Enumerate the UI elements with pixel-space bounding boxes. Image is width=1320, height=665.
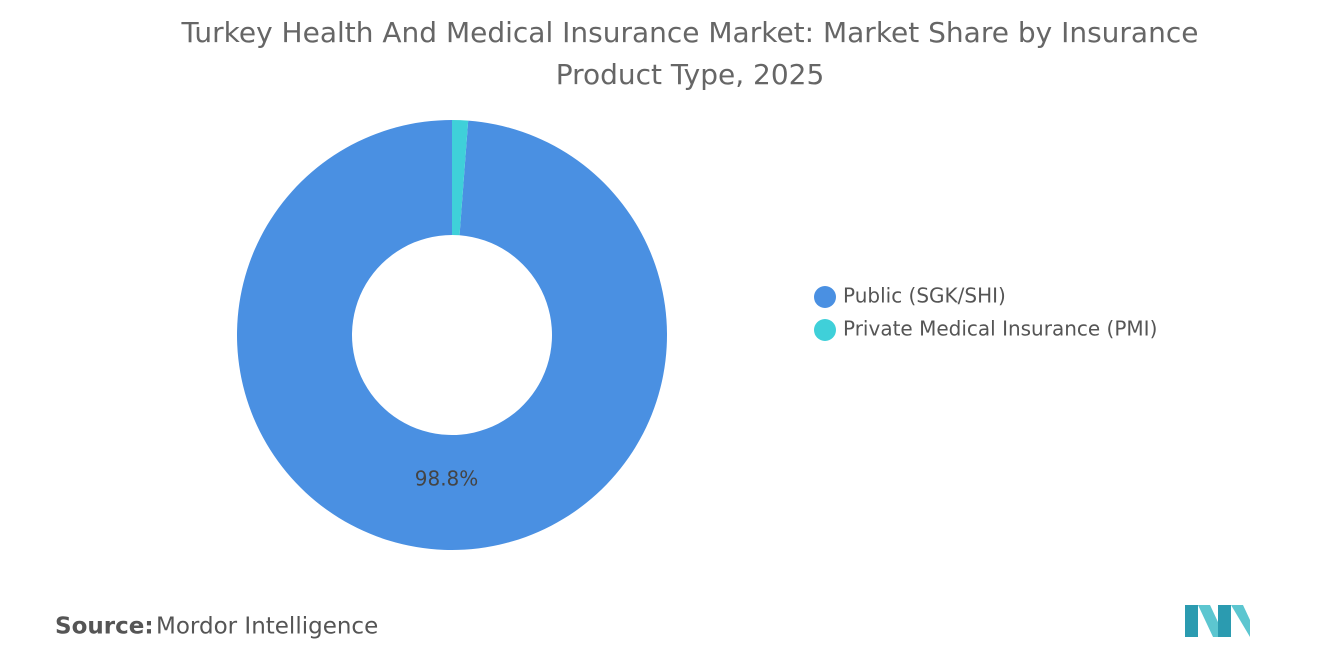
legend-label: Private Medical Insurance (PMI) (843, 317, 1157, 341)
chart-title: Turkey Health And Medical Insurance Mark… (181, 16, 1199, 91)
source: Mordor Intelligence (156, 614, 378, 640)
data-label: 98.8% (415, 466, 479, 490)
source-label: Source: (55, 614, 154, 640)
logo (1185, 605, 1250, 637)
donut-slice (452, 120, 469, 236)
donut-slice (236, 120, 667, 550)
legend-label: Public (SGK/SHI) (843, 284, 1006, 308)
legend-marker (814, 286, 836, 308)
legend-marker (814, 319, 836, 341)
